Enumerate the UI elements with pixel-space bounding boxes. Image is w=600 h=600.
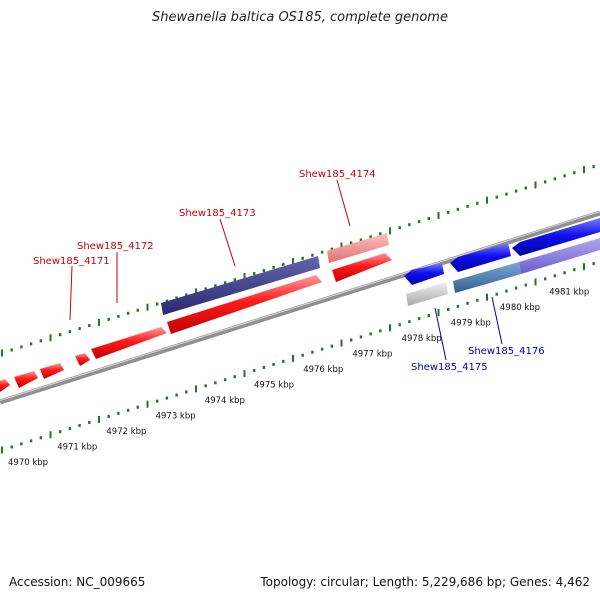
accession-text: Accession: NC_009665 [9, 575, 146, 589]
gene-shew185-4175[interactable] [406, 282, 448, 306]
gene-label-4176[interactable]: Shew185_4176 [468, 346, 545, 357]
gene-label-4174[interactable]: Shew185_4174 [299, 169, 376, 180]
scale-label: 4971 kbp [57, 443, 97, 453]
gene-shew185-4176[interactable] [453, 262, 521, 293]
gene-label-4172[interactable]: Shew185_4172 [77, 241, 154, 252]
genome-backbone [0, 210, 600, 405]
tick-row-lower [1, 262, 595, 454]
scale-label: 4978 kbp [402, 334, 442, 344]
scale-label: 4979 kbp [451, 319, 491, 329]
scale-label: 4974 kbp [205, 396, 245, 406]
gene-arrow[interactable] [167, 275, 322, 334]
scale-label: 4981 kbp [549, 288, 589, 298]
genome-summary-text: Topology: circular; Length: 5,229,686 bp… [260, 575, 590, 589]
gene-arrow[interactable] [91, 327, 167, 359]
scale-label: 4977 kbp [352, 350, 392, 360]
gene-label-4171[interactable]: Shew185_4171 [33, 256, 110, 267]
leader-line-4174 [336, 179, 351, 227]
gene-arrow[interactable] [404, 263, 444, 285]
gene-arrow[interactable] [40, 363, 64, 379]
backbone-highlight [0, 211, 600, 401]
gene-arrow[interactable] [512, 218, 600, 256]
gene-arrow[interactable] [519, 238, 600, 274]
gene-arrow[interactable] [0, 379, 10, 392]
scale-label: 4973 kbp [156, 412, 196, 422]
scale-label: 4976 kbp [303, 365, 343, 375]
gene-arrow[interactable] [75, 353, 90, 366]
scale-labels: 4970 kbp 4971 kbp 4972 kbp 4973 kbp 4974 kbp… [8, 288, 589, 469]
scale-label: 4972 kbp [106, 427, 146, 437]
gene-shew185-4174[interactable] [327, 233, 389, 263]
gene-arrow[interactable] [450, 243, 511, 272]
gene-label-4173[interactable]: Shew185_4173 [179, 208, 256, 219]
scale-label: 4970 kbp [8, 458, 48, 468]
map-title: Shewanella baltica OS185, complete genom… [152, 10, 448, 25]
leader-line-4176 [491, 296, 503, 345]
leader-line-4173 [219, 218, 236, 267]
gene-arrow[interactable] [332, 253, 392, 282]
leader-line-4175 [434, 307, 447, 361]
gene-shew185-4173[interactable] [161, 256, 320, 315]
scale-label: 4980 kbp [500, 303, 540, 313]
gene-arrow[interactable] [14, 371, 38, 388]
leader-line-4171 [69, 265, 73, 321]
gene-label-4175[interactable]: Shew185_4175 [411, 362, 488, 373]
scale-label: 4975 kbp [254, 381, 294, 391]
